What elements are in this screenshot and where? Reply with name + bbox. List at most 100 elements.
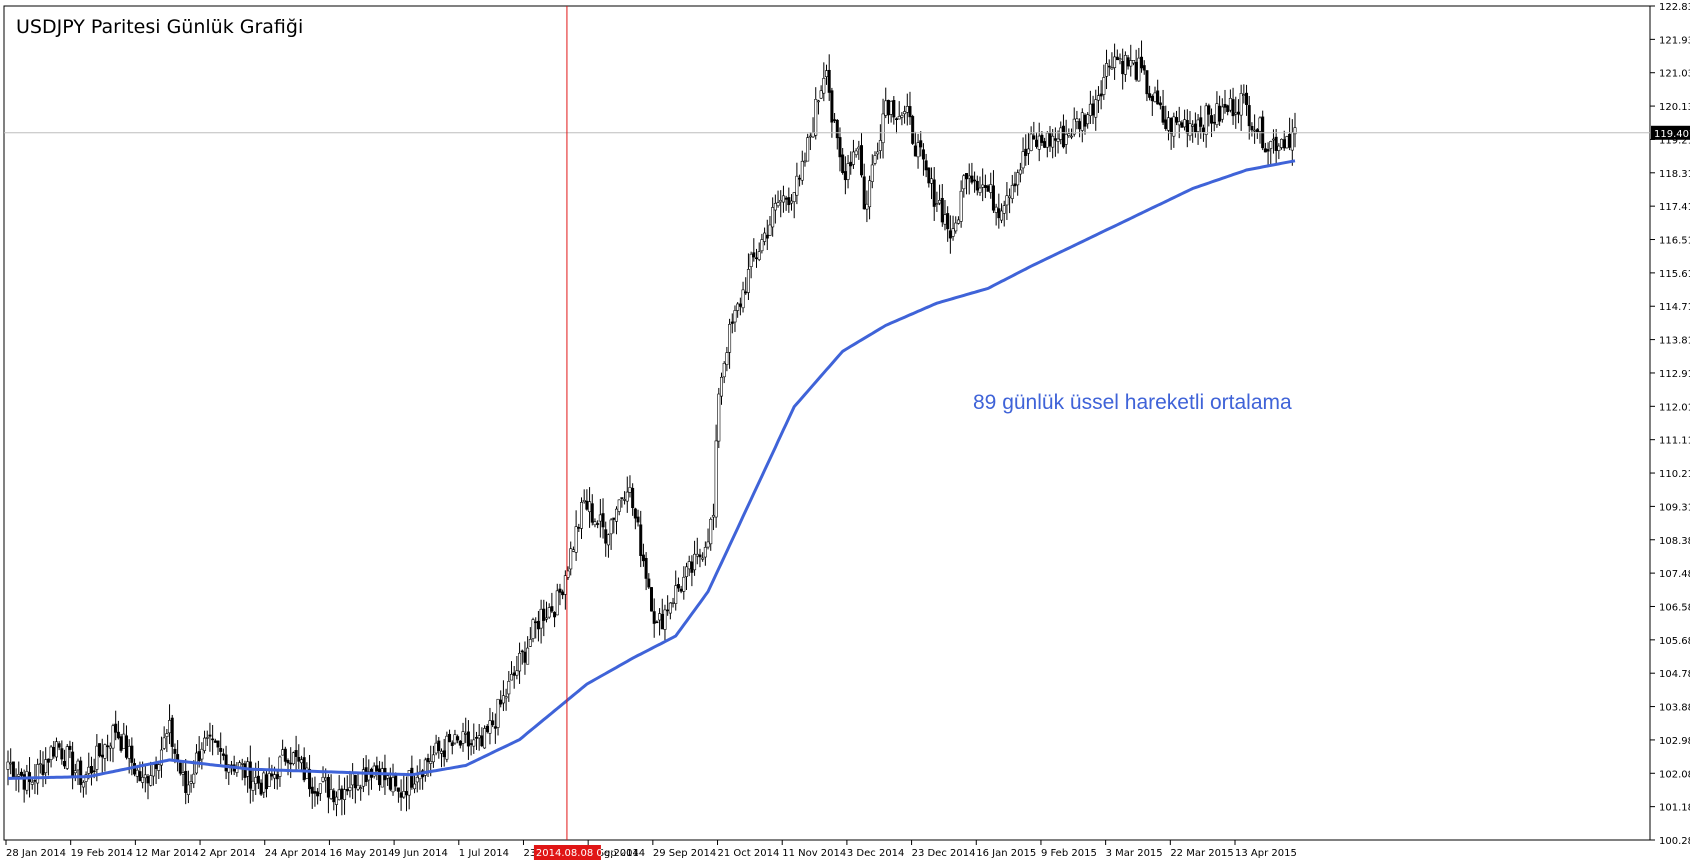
candle-body (445, 735, 449, 760)
candle-body (159, 749, 163, 766)
y-tick-label: 114.710 (1659, 302, 1690, 313)
candle-body (297, 757, 301, 762)
candle-body (197, 751, 201, 762)
candle-body (1021, 151, 1025, 169)
candle-body (119, 736, 123, 751)
candle-body (141, 776, 145, 783)
candle-body (356, 784, 360, 790)
candle-body (1288, 133, 1292, 148)
y-tick-label: 102.985 (1659, 736, 1690, 747)
candle-body (359, 787, 363, 789)
candle-body (281, 749, 285, 756)
candle-body (1188, 123, 1192, 137)
candle-body (450, 742, 454, 746)
candle-body (92, 770, 96, 773)
candle-body (617, 499, 621, 512)
candle-body (706, 541, 710, 548)
candle-body (87, 766, 91, 774)
candle-body (528, 639, 532, 647)
candle-body (623, 499, 627, 501)
candle-body (351, 772, 355, 786)
candle-body (722, 362, 726, 378)
x-tick-label: 22 Mar 2015 (1170, 848, 1233, 859)
candle-body (881, 113, 885, 144)
candle-body (243, 763, 247, 778)
candle-body (1032, 135, 1036, 140)
candle-body (609, 519, 613, 535)
candle-body (1102, 77, 1106, 95)
crosshair-date-badge (533, 845, 601, 860)
candle-body (555, 590, 559, 616)
y-tick-label: 103.885 (1659, 703, 1690, 714)
x-tick-label: 24 Apr 2014 (265, 848, 327, 859)
candle-body (1078, 121, 1082, 130)
candle-body (1226, 105, 1230, 112)
candle-body (553, 612, 557, 618)
candle-body (746, 269, 750, 293)
y-tick-label: 104.785 (1659, 669, 1690, 680)
candle-body (741, 289, 745, 309)
candle-body (321, 776, 325, 782)
candle-body (965, 173, 969, 180)
x-tick-label: 16 Jan 2015 (976, 848, 1036, 859)
candle-body (709, 518, 713, 545)
y-tick-label: 109.310 (1659, 502, 1690, 513)
candle-body (178, 762, 182, 774)
candle-body (798, 177, 802, 180)
candle-body (1201, 127, 1205, 133)
candle-body (278, 756, 282, 777)
candle-body (674, 585, 678, 604)
candle-body (71, 751, 75, 776)
candle-body (571, 549, 575, 552)
candle-body (380, 768, 384, 788)
candle-body (154, 763, 158, 769)
candle-body (275, 774, 279, 780)
candle-body (873, 155, 877, 164)
candle-body (671, 601, 675, 604)
candle-body (1040, 134, 1044, 143)
candle-body (1010, 184, 1014, 199)
candle-body (816, 100, 820, 103)
candle-body (95, 745, 99, 770)
candle-body (1070, 135, 1074, 138)
candle-body (1172, 116, 1176, 137)
candle-body (1091, 103, 1095, 116)
candle-body (1236, 111, 1240, 115)
candle-body (1290, 132, 1294, 151)
candle-body (1048, 132, 1052, 147)
candle-body (1142, 65, 1146, 71)
x-tick-label: 16 May 2014 (329, 848, 394, 859)
candle-body (437, 740, 441, 751)
candle-body (784, 197, 788, 200)
candle-body (808, 135, 812, 138)
candle-body (310, 786, 314, 794)
candle-body (211, 738, 215, 741)
chart-title: USDJPY Paritesi Günlük Grafiği (16, 16, 304, 38)
candle-body (348, 787, 352, 791)
candle-body (1013, 183, 1017, 187)
candle-body (897, 116, 901, 120)
candle-body (970, 175, 974, 183)
y-tick-label: 115.610 (1659, 269, 1690, 280)
candle-body (302, 757, 306, 781)
candle-body (776, 202, 780, 207)
candle-body (644, 557, 648, 579)
candle-body (57, 743, 61, 748)
candle-body (838, 137, 842, 158)
candle-body (827, 69, 831, 93)
candle-body (1134, 61, 1138, 80)
candle-body (404, 791, 408, 796)
candle-body (1024, 148, 1028, 156)
candle-body (1269, 141, 1273, 149)
candle-body (531, 619, 535, 639)
candle-body (52, 746, 56, 757)
x-tick-label: 13 Apr 2015 (1235, 848, 1297, 859)
candle-body (946, 213, 950, 230)
candle-body (299, 759, 303, 764)
candle-body (830, 90, 834, 123)
candle-body (472, 739, 476, 747)
candle-body (1094, 99, 1098, 118)
candle-body (273, 774, 277, 779)
candle-body (65, 746, 69, 769)
